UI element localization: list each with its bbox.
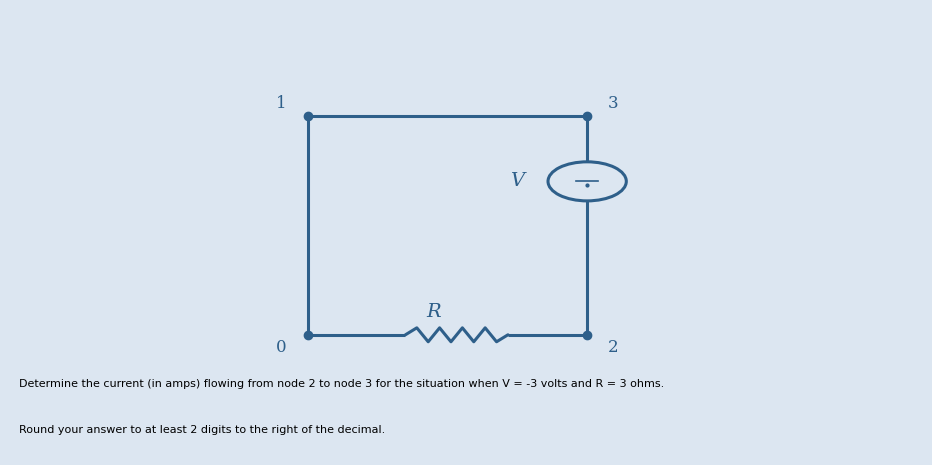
Text: V: V [510,173,525,190]
Text: Round your answer to at least 2 digits to the right of the decimal.: Round your answer to at least 2 digits t… [19,425,385,435]
Text: R: R [426,304,441,321]
Text: 0: 0 [276,339,287,356]
Text: Determine the current (in amps) flowing from node 2 to node 3 for the situation : Determine the current (in amps) flowing … [19,379,664,389]
Text: 1: 1 [276,95,287,112]
Text: 2: 2 [608,339,619,356]
Text: 3: 3 [608,95,619,112]
